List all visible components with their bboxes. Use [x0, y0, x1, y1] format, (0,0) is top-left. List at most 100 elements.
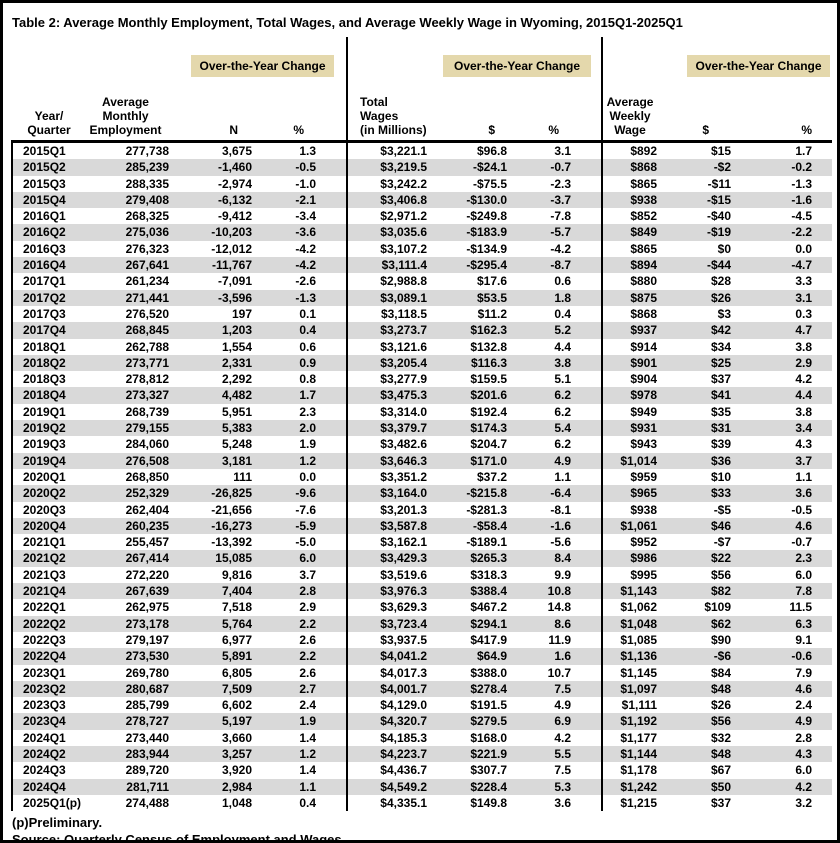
cell-wages-change-dollars: -$134.9 — [466, 241, 508, 256]
cell-wages-change-pct: 4.9 — [507, 452, 604, 469]
cell-wages-change-pct: 3.1 — [507, 141, 604, 160]
cell-wages-change-dollars: -$183.9 — [427, 224, 508, 241]
cell-wages-change-pct: 11.9 — [507, 631, 604, 649]
cell-avg-monthly-employment: 275,036 — [82, 224, 169, 241]
cell-wages-change-dollars: -$130.0 — [427, 191, 508, 209]
cell-avg-monthly-employment: 276,323 — [125, 241, 169, 256]
cell-wages-change-pct: 10.7 — [507, 664, 604, 681]
cell-avg-weekly-wage: $1,215 — [620, 795, 658, 810]
cell-wages-change-pct: 4.2 — [507, 729, 604, 746]
cell-avg-weekly-wage: $1,014 — [602, 452, 658, 469]
cell-year-quarter: 2021Q1 — [11, 534, 82, 551]
cell-avg-weekly-wage: $914 — [630, 339, 658, 354]
cell-avg-monthly-employment: 268,325 — [125, 209, 169, 224]
cell-wages-change-pct: -5.7 — [507, 224, 604, 241]
cell-weekly-wage-change-dollars: $50 — [657, 778, 732, 795]
cell-year-quarter: 2023Q2 — [11, 680, 82, 698]
cell-wages-change-pct: 7.5 — [507, 680, 604, 698]
cell-employment-change-pct: -5.0 — [252, 534, 349, 551]
cell-year-quarter: 2020Q1 — [11, 468, 82, 486]
table-title: Table 2: Average Monthly Employment, Tot… — [12, 15, 683, 30]
cell-employment-change-n: 7,404 — [169, 583, 252, 600]
cell-avg-monthly-employment: 255,457 — [125, 535, 169, 550]
cell-avg-weekly-wage: $1,177 — [620, 730, 658, 745]
cell-total-wages: $3,646.3 — [347, 452, 428, 469]
cell-total-wages: $3,201.3 — [380, 502, 428, 517]
cell-weekly-wage-change-dollars: -$40 — [707, 209, 732, 224]
cell-employment-change-n: -7,091 — [217, 274, 252, 289]
cell-avg-monthly-employment: 268,845 — [82, 322, 169, 339]
cell-total-wages: $3,406.8 — [347, 191, 428, 209]
cell-total-wages: $4,017.3 — [380, 665, 428, 680]
cell-employment-change-n: 6,602 — [221, 698, 252, 713]
cell-weekly-wage-change-dollars: $32 — [711, 730, 732, 745]
cell-avg-weekly-wage: $1,097 — [602, 680, 658, 698]
cell-avg-monthly-employment: 268,739 — [125, 404, 169, 419]
cell-year-quarter: 2021Q2 — [11, 550, 82, 567]
cell-avg-monthly-employment: 271,441 — [82, 289, 169, 306]
cell-avg-monthly-employment: 280,687 — [82, 680, 169, 698]
cell-employment-change-pct: 2.6 — [252, 631, 349, 649]
cell-year-quarter: 2016Q1 — [11, 208, 82, 225]
cell-avg-monthly-employment: 277,738 — [125, 144, 169, 158]
cell-total-wages: $3,121.6 — [380, 339, 428, 354]
cell-weekly-wage-change-pct: 4.2 — [795, 372, 813, 387]
cell-avg-weekly-wage: $1,178 — [620, 763, 658, 778]
cell-avg-weekly-wage: $868 — [602, 159, 658, 176]
cell-wages-change-dollars: $149.8 — [470, 795, 508, 810]
table-row: 2016Q2 275,036 -10,203 -3.6 $3,035.6 -$1… — [11, 224, 833, 241]
cell-employment-change-n: 5,891 — [169, 648, 252, 665]
cell-total-wages: $3,107.2 — [380, 241, 428, 256]
cell-employment-change-n: 5,383 — [169, 420, 252, 437]
cell-total-wages: $4,129.0 — [380, 698, 428, 713]
cell-weekly-wage-change-pct: 1.7 — [795, 144, 813, 158]
cell-avg-weekly-wage: $937 — [602, 322, 658, 339]
cell-weekly-wage-change-dollars: $28 — [711, 274, 732, 289]
cell-weekly-wage-change-dollars: $109 — [704, 600, 732, 615]
cell-wages-change-pct: 3.6 — [507, 794, 604, 812]
cell-weekly-wage-change-dollars: $37 — [711, 372, 732, 387]
cell-weekly-wage-change-dollars: $37 — [711, 795, 732, 810]
spacer-cell — [602, 37, 657, 91]
cell-year-quarter: 2015Q4 — [11, 191, 82, 209]
cell-employment-change-pct: 1.3 — [252, 141, 349, 160]
cell-year-quarter: 2018Q1 — [11, 338, 82, 355]
cell-total-wages: $3,351.2 — [380, 469, 428, 484]
cell-weekly-wage-change-pct: 2.3 — [731, 550, 833, 567]
cell-wages-change-pct: 0.4 — [507, 305, 604, 323]
table-row: 2024Q3 289,720 3,920 1.4 $4,436.7 $307.7… — [11, 762, 832, 779]
cell-total-wages: $2,971.2 — [380, 209, 428, 224]
cell-weekly-wage-change-pct: 11.5 — [789, 600, 813, 615]
cell-employment-change-n: -26,825 — [169, 485, 252, 502]
col-header-dollars-3: $ — [657, 91, 732, 143]
cell-avg-monthly-employment: 276,520 — [125, 306, 169, 321]
cell-wages-change-dollars: -$58.4 — [427, 517, 508, 535]
cell-employment-change-pct: 1.4 — [252, 729, 349, 746]
cell-year-quarter: 2020Q3 — [11, 501, 82, 518]
cell-weekly-wage-change-pct: -0.5 — [791, 502, 813, 517]
table-row: 2022Q4 273,530 5,891 2.2 $4,041.2 $64.9 … — [11, 648, 833, 665]
cell-year-quarter: 2016Q4 — [11, 257, 82, 274]
cell-avg-monthly-employment: 261,234 — [125, 274, 169, 289]
cell-weekly-wage-change-pct: 3.3 — [795, 274, 813, 289]
cell-year-quarter: 2018Q3 — [11, 371, 82, 388]
cell-wages-change-dollars: $294.1 — [427, 615, 508, 632]
cell-employment-change-pct: 1.9 — [252, 436, 349, 453]
cell-employment-change-pct: -0.5 — [252, 159, 349, 176]
cell-total-wages: $4,320.7 — [347, 713, 428, 730]
cell-employment-change-n: -12,012 — [211, 241, 252, 256]
cell-avg-weekly-wage: $1,062 — [620, 600, 658, 615]
col-header-avg-weekly-wage: Average Weekly Wage — [602, 91, 658, 143]
cell-wages-change-dollars: $221.9 — [427, 745, 508, 763]
cell-weekly-wage-change-dollars: $34 — [711, 339, 732, 354]
over-the-year-change-banner-2: Over-the-Year Change — [443, 55, 592, 77]
cell-wages-change-pct: 3.8 — [507, 354, 604, 372]
cell-employment-change-pct: 1.7 — [252, 387, 349, 404]
cell-employment-change-n: 15,085 — [169, 550, 252, 567]
cell-avg-monthly-employment: 260,235 — [82, 517, 169, 535]
table-row: 2018Q4 273,327 4,482 1.7 $3,475.3 $201.6… — [11, 387, 833, 404]
cell-avg-monthly-employment: 278,812 — [125, 372, 169, 387]
cell-year-quarter: 2024Q1 — [11, 729, 82, 746]
cell-employment-change-pct: 2.4 — [252, 697, 349, 714]
cell-employment-change-n: 2,292 — [221, 372, 252, 387]
